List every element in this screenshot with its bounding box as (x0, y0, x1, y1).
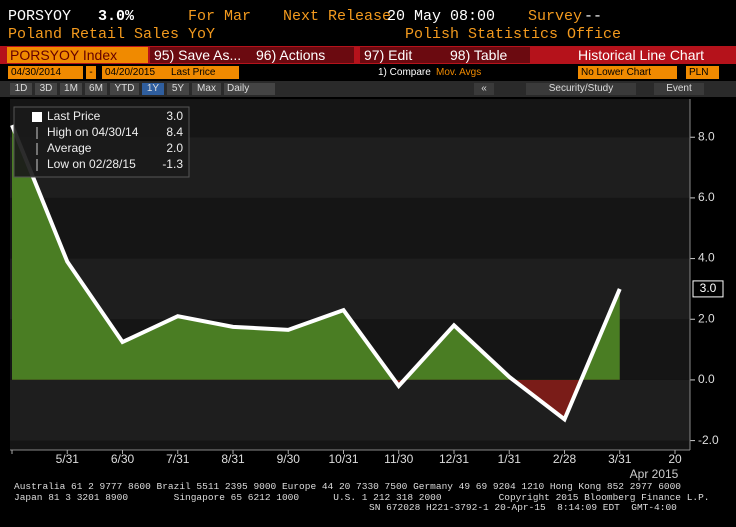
footer-line: Japan 81 3 3201 8900 Singapore 65 6212 1… (14, 491, 710, 503)
y-tick-label: 0.0 (698, 372, 715, 386)
last-price-label: 3.0 (700, 281, 717, 295)
next-release-label: Next Release (283, 8, 392, 25)
legend-label: Last Price (47, 109, 101, 123)
chart-tool[interactable]: Event (654, 83, 704, 95)
toolbar-button[interactable]: 98) Table (446, 47, 530, 63)
ticker: PORSYOY (8, 8, 72, 25)
legend-value: 3.0 (166, 109, 183, 123)
chart-tool[interactable]: Security/Study (526, 83, 636, 95)
end-date[interactable]: 04/20/2015 (102, 66, 169, 79)
x-tick-label: 6/30 (111, 452, 135, 466)
toolbar-button[interactable]: 97) Edit (360, 47, 462, 63)
view-title: Historical Line Chart (578, 47, 705, 63)
field-select[interactable]: Last Price (168, 66, 239, 79)
survey: -- (584, 8, 603, 25)
legend-box (13, 106, 190, 178)
area-positive (12, 125, 620, 380)
x-tick-label: 1/31 (498, 452, 522, 466)
survey-label: Survey (528, 8, 583, 25)
x-tick-label: 5/31 (56, 452, 80, 466)
legend-value: 2.0 (166, 141, 183, 155)
period-button[interactable]: 3D (35, 83, 57, 95)
security-name: Poland Retail Sales YoY (8, 26, 216, 43)
period: For Mar (188, 8, 252, 25)
plot-band (10, 440, 690, 450)
price: 3.0% (98, 8, 135, 25)
plot-band (10, 197, 690, 259)
x-tick-label: 8/31 (221, 452, 245, 466)
footer: Australia 61 2 9777 8600 Brazil 5511 239… (14, 481, 710, 514)
y-tick-label: -2.0 (698, 433, 719, 447)
x-tick-label: 7/31 (166, 452, 190, 466)
legend-label: High on 04/30/14 (47, 125, 139, 139)
date-separator: - (86, 66, 96, 79)
legend-value: 8.4 (166, 125, 183, 139)
area-negative (394, 379, 582, 420)
toolbar-button[interactable]: 95) Save As... (150, 47, 252, 63)
security-field[interactable]: PORSYOY Index (7, 47, 148, 63)
y-tick-label: 2.0 (698, 311, 715, 325)
x-tick-label: 9/30 (277, 452, 301, 466)
axis-panel (690, 99, 736, 450)
chart-tool[interactable]: « (474, 83, 494, 95)
x-tick-label: 2/28 (553, 452, 577, 466)
period-button[interactable]: 6M (85, 83, 107, 95)
plot-band (10, 258, 690, 320)
x-tick-label: 10/31 (328, 452, 358, 466)
price-line (10, 124, 622, 423)
legend-label: Low on 02/28/15 (47, 157, 136, 171)
source: Polish Statistics Office (405, 26, 622, 43)
x-tick-label: 11/30 (384, 452, 413, 466)
period-button[interactable]: 1D (10, 83, 32, 95)
y-tick-label: 8.0 (698, 129, 715, 143)
currency[interactable]: PLN (686, 66, 719, 79)
compare[interactable]: 1) Compare (378, 67, 431, 78)
x-period-label: Apr 2015 (630, 467, 679, 481)
last-price-tag (692, 280, 724, 298)
frequency-select[interactable]: Daily (224, 83, 275, 95)
x-tick-label: 3/31 (608, 452, 632, 466)
mov-avgs[interactable]: Mov. Avgs (436, 67, 482, 78)
legend-swatch (32, 112, 42, 122)
plot-band (10, 379, 690, 441)
x-tick-label: 20 (668, 452, 682, 466)
legend-label: Average (47, 141, 92, 155)
footer-line: Australia 61 2 9777 8600 Brazil 5511 239… (14, 481, 682, 492)
period-button[interactable]: 1M (60, 83, 82, 95)
x-tick-label: 12/31 (439, 452, 469, 466)
lower-chart[interactable]: No Lower Chart (578, 66, 677, 79)
toolbar-button[interactable]: 96) Actions (252, 47, 354, 63)
y-tick-label: 4.0 (698, 251, 715, 265)
footer-line: SN 672028 H221-3792-1 20-Apr-15 8:14:09 … (369, 502, 677, 513)
period-button[interactable]: 1Y (142, 83, 164, 95)
y-tick-label: 6.0 (698, 190, 715, 204)
period-button[interactable]: YTD (110, 83, 139, 95)
next-release: 20 May 08:00 (387, 8, 496, 25)
start-date[interactable]: 04/30/2014 (8, 66, 83, 79)
period-button[interactable]: 5Y (167, 83, 189, 95)
period-button[interactable]: Max (192, 83, 221, 95)
legend-value: -1.3 (162, 157, 183, 171)
